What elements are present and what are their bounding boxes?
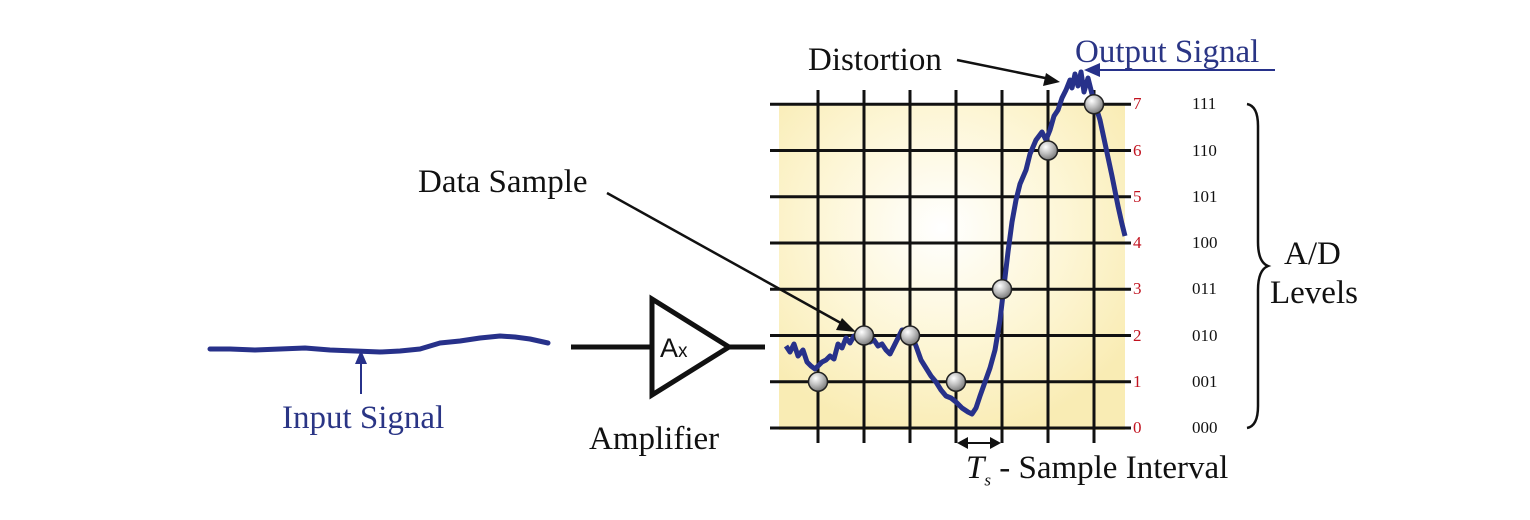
data-sample-label: Data Sample [418, 164, 588, 200]
input-signal-trace [207, 333, 551, 355]
level-binary-code: 111 [1192, 94, 1217, 114]
data-sample-arrow [606, 191, 849, 329]
distortion-label: Distortion [808, 42, 942, 78]
level-tick-label: 7 [1133, 94, 1142, 114]
ad-levels-label-line1: A/D [1284, 236, 1341, 272]
grid [770, 90, 1131, 443]
distortion-arrowhead [1043, 73, 1060, 86]
input-signal-label: Input Signal [282, 400, 445, 436]
ad-levels-brace [1246, 102, 1272, 430]
sample-point [945, 371, 967, 392]
ts-symbol: T [966, 450, 985, 486]
distortion-arrow [956, 58, 1051, 81]
level-binary-code: 010 [1192, 325, 1218, 345]
level-binary-code: 001 [1192, 371, 1218, 391]
level-binary-code: 101 [1192, 186, 1218, 206]
sample-point [807, 371, 829, 392]
ad-levels-label-line2: Levels [1270, 275, 1358, 311]
sample-interval-marker [957, 437, 1001, 449]
sample-point [1037, 140, 1059, 161]
level-binary-code: 100 [1192, 233, 1218, 252]
output-signal-trace [783, 69, 1128, 417]
level-tick-label: 6 [1133, 140, 1142, 160]
level-tick-label: 0 [1133, 418, 1142, 437]
amplifier-label: Amplifier [589, 421, 720, 457]
level-tick-label: 4 [1133, 233, 1142, 252]
ts-text: - Sample Interval [990, 450, 1229, 486]
input-signal-arrowhead [355, 350, 367, 364]
amplifier-symbol-main: A [660, 333, 679, 363]
level-tick-label: 5 [1133, 186, 1142, 206]
sample-point [853, 325, 875, 346]
sample-point [1083, 94, 1105, 115]
level-tick-label: 3 [1133, 279, 1142, 299]
sample-points [807, 94, 1105, 392]
amplifier-symbol-sub: x [678, 341, 688, 362]
level-tick-label: 1 [1133, 371, 1142, 391]
ts-subscript: s [984, 470, 991, 490]
output-signal-arrowhead [1084, 63, 1100, 77]
level-tick-label: 2 [1133, 325, 1142, 345]
output-signal-label: Output Signal [1075, 34, 1260, 70]
level-binary-code: 000 [1192, 418, 1218, 437]
level-binary-code: 110 [1192, 140, 1217, 160]
sample-point [991, 279, 1013, 300]
data-sample-arrowhead [836, 318, 856, 332]
amplifier-symbol: Ax [660, 333, 688, 364]
sample-point [899, 325, 921, 346]
level-binary-code: 011 [1192, 279, 1217, 299]
sample-interval-label: Ts - Sample Interval [966, 452, 1228, 489]
amplifier-triangle [649, 294, 734, 400]
